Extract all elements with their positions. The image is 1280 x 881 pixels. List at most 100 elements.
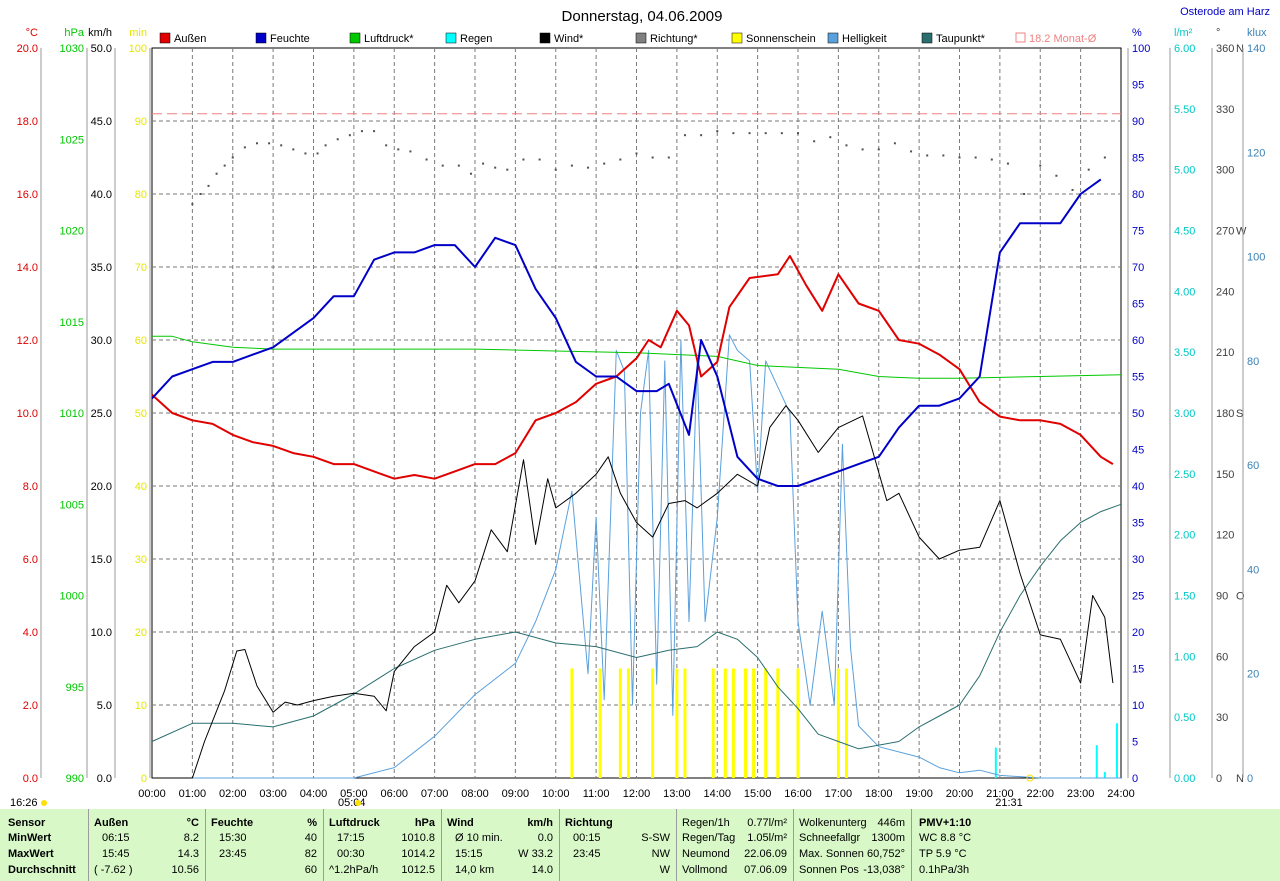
summary-luftdruck-col: Luftdruck hPa 17:15 1010.8 00:30 1014.2 … — [323, 809, 442, 881]
current-time-icon — [41, 800, 47, 806]
right-axis-tick: 5.50 — [1174, 104, 1195, 116]
x-tick-label: 00:00 — [138, 788, 166, 800]
right-axis-tick: 10 — [1132, 700, 1144, 712]
right-axis-tick: 2.50 — [1174, 469, 1195, 481]
left-axis-tick: 12.0 — [17, 335, 38, 347]
x-tick-label: 19:00 — [905, 788, 933, 800]
summary-wind-col: Wind km/h Ø 10 min. 0.0 15:15 W 33.2 14,… — [441, 809, 560, 881]
right-axis-tick: 150 — [1216, 469, 1234, 481]
x-tick-label: 20:00 — [946, 788, 974, 800]
left-axis-tick: 80 — [135, 189, 147, 201]
left-axis-tick: 0 — [141, 773, 147, 785]
legend-swatch — [349, 32, 361, 44]
legend-swatch — [445, 32, 457, 44]
x-tick-label: 17:00 — [825, 788, 853, 800]
left-axis-tick: 20.0 — [91, 481, 112, 493]
summary-value: 1010.8 — [401, 832, 435, 844]
x-tick-label: 05:00 — [340, 788, 368, 800]
left-axis-tick: 15.0 — [91, 554, 112, 566]
sunrise-icon — [355, 800, 361, 806]
left-axis-tick: 8.0 — [23, 481, 38, 493]
summary-value: 1.05l/m² — [747, 832, 787, 844]
left-axis-tick: 25.0 — [91, 408, 112, 420]
left-axis-tick: 45.0 — [91, 116, 112, 128]
direction-dot — [397, 148, 400, 151]
grid — [152, 48, 1121, 778]
direction-dot — [893, 142, 896, 145]
legend-label: 18.2 Monat-Ø — [1029, 33, 1097, 45]
right-axis-tick: 95 — [1132, 80, 1144, 92]
summary-time: 23:45 — [219, 848, 247, 860]
summary-time: 15:30 — [219, 832, 247, 844]
direction-dot — [336, 138, 339, 141]
x-tick-label: 23:00 — [1067, 788, 1095, 800]
direction-dot — [373, 130, 376, 133]
left-axis-tick: 30 — [135, 554, 147, 566]
summary-header: Wind — [447, 817, 474, 829]
right-axis-tick: 4.50 — [1174, 226, 1195, 238]
left-axis-tick: 990 — [66, 773, 84, 785]
direction-dot — [1103, 156, 1106, 159]
right-axis-tick: 45 — [1132, 445, 1144, 457]
direction-dot — [910, 150, 913, 153]
direction-dot — [280, 144, 283, 147]
left-axis-tick: 1005 — [60, 499, 84, 511]
left-axis-tick: 1015 — [60, 317, 84, 329]
compass-label: N — [1236, 43, 1244, 55]
legend-label: Richtung* — [650, 33, 698, 45]
right-axis-unit: ° — [1216, 27, 1220, 39]
right-axis-tick: 55 — [1132, 372, 1144, 384]
summary-value: 60,752° — [866, 848, 905, 860]
summary-pmv: WC 8.8 °C — [919, 832, 972, 844]
right-axis-tick: 30 — [1216, 712, 1228, 724]
direction-dot — [700, 134, 703, 137]
direction-dot — [861, 148, 864, 151]
direction-dot — [683, 134, 686, 137]
right-axis-tick: 70 — [1132, 262, 1144, 274]
axes: °C 0.0 2.0 4.0 6.0 8.0 10.0 12.0 14.0 16.0 18.0 20.… — [17, 27, 1267, 785]
summary-pmv-col: PMV+1:10 WC 8.8 °C TP 5.9 °C 0.1hPa/3h — [911, 809, 1001, 881]
x-tick-label: 24:00 — [1107, 788, 1135, 800]
summary-time: Ø 10 min. — [455, 832, 503, 844]
sunrise-time: 05:04 — [338, 797, 366, 809]
left-axis-tick: 4.0 — [23, 627, 38, 639]
right-axis-tick: 60 — [1247, 460, 1259, 472]
summary-pmv: 0.1hPa/3h — [919, 864, 970, 876]
left-axis-tick: 35.0 — [91, 262, 112, 274]
legend-swatch — [255, 32, 267, 44]
summary-row-label: MaxWert — [8, 848, 54, 860]
summary-pmv: TP 5.9 °C — [919, 848, 967, 860]
legend-swatch — [159, 32, 171, 44]
compass-label: W — [1236, 226, 1247, 238]
x-tick-label: 16:00 — [784, 788, 812, 800]
summary-value: 0.77l/m² — [747, 817, 787, 829]
direction-dot — [191, 203, 194, 206]
left-axis-tick: 6.0 — [23, 554, 38, 566]
compass-label: N — [1236, 773, 1244, 785]
right-axis-tick: 180 — [1216, 408, 1234, 420]
direction-dot — [457, 164, 460, 167]
x-tick-label: 14:00 — [703, 788, 731, 800]
legend-label: Helligkeit — [842, 33, 887, 45]
right-axis-tick: 1.00 — [1174, 651, 1195, 663]
direction-dot — [813, 140, 816, 143]
left-axis-tick: 20.0 — [17, 43, 38, 55]
left-axis-tick: 10.0 — [91, 627, 112, 639]
right-axis-tick: 120 — [1247, 147, 1265, 159]
right-axis-tick: 60 — [1132, 335, 1144, 347]
summary-header: Feuchte — [211, 817, 254, 829]
direction-dot — [506, 168, 509, 171]
left-axis-tick: 1010 — [60, 408, 84, 420]
summary-unit: km/h — [527, 817, 553, 829]
right-axis-tick: 1.50 — [1174, 591, 1195, 603]
direction-dot — [348, 134, 351, 137]
sun-markers: 05:04 21:31 16:26 — [10, 774, 1034, 809]
sunset-time: 21:31 — [995, 797, 1023, 809]
direction-dot — [494, 166, 497, 169]
direction-dot — [409, 150, 412, 153]
direction-dot — [764, 132, 767, 135]
direction-dot — [829, 136, 832, 139]
direction-dot — [522, 158, 525, 161]
right-axis-tick: 65 — [1132, 299, 1144, 311]
summary-time: 15:15 — [455, 848, 483, 860]
